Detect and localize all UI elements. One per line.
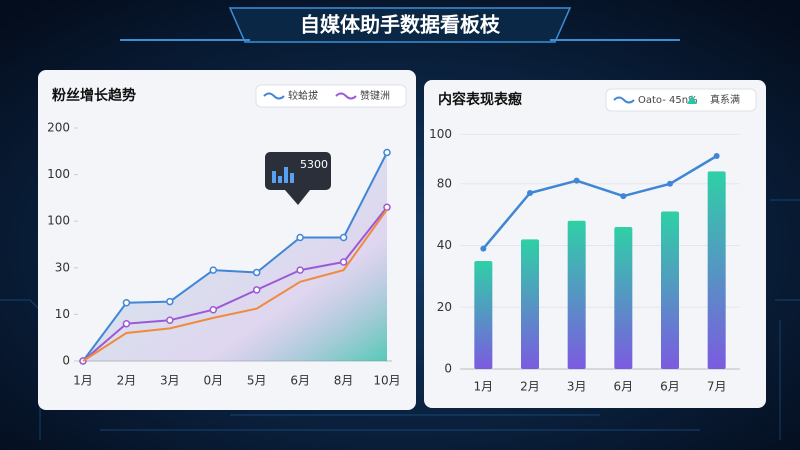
point (209, 266, 218, 274)
bar (567, 220, 586, 369)
tooltip-icon (284, 167, 288, 183)
y-tick-label: 10 (55, 307, 70, 321)
y-tick-label: 200 (47, 121, 70, 135)
point (166, 297, 174, 306)
point (166, 316, 174, 324)
x-tick-label: 3月 (567, 380, 587, 394)
line (82, 208, 388, 362)
x-tick-label: 5月 (247, 374, 267, 388)
y-tick-label: 100 (429, 127, 452, 141)
x-tick-label: 10月 (373, 374, 400, 388)
point (252, 286, 261, 294)
bar (474, 260, 493, 369)
legend-label: Oato- 45n% (638, 95, 698, 106)
chart-title: 内容表现表瘛 (438, 91, 522, 108)
y-tick-label: 100 (47, 167, 70, 181)
x-tick-label: 6月 (660, 380, 680, 394)
x-tick-label: 7月 (707, 380, 727, 394)
legend-label: 较蛤拔 (288, 89, 318, 102)
bar (614, 226, 633, 369)
tooltip-icon (290, 173, 294, 183)
y-tick-label: 0 (444, 362, 452, 376)
legend (605, 88, 757, 112)
point (339, 233, 348, 242)
chart-title: 粉丝增长趋势 (52, 87, 136, 104)
tooltip-text: 5300 (300, 158, 328, 171)
x-tick-label: 1月 (474, 380, 494, 394)
legend-swatch (263, 92, 285, 100)
legend-label: 真系满 (710, 93, 740, 106)
point (209, 305, 218, 314)
point (122, 299, 131, 307)
x-tick-label: 8月 (334, 374, 354, 388)
legend-swatch (335, 92, 357, 100)
bar (707, 171, 726, 369)
legend (255, 84, 407, 108)
area (83, 152, 387, 361)
x-tick-label: 2月 (520, 380, 540, 394)
y-tick-label: 20 (437, 300, 452, 314)
point (296, 233, 304, 242)
point (480, 245, 487, 252)
point (252, 268, 261, 277)
point (620, 193, 627, 200)
y-tick-label: 100 (47, 214, 70, 228)
bar (661, 211, 679, 369)
point (296, 266, 304, 274)
page-title: 自媒体助手数据看板枝 (300, 13, 501, 37)
line (82, 206, 388, 362)
point (383, 148, 391, 157)
point (713, 152, 720, 159)
point (122, 319, 131, 328)
point (339, 258, 348, 266)
tooltip-pointer (285, 190, 310, 205)
x-tick-label: 6月 (614, 380, 634, 394)
header-frame (228, 7, 572, 43)
x-tick-label: 0月 (203, 374, 223, 388)
y-tick-label: 0 (62, 354, 70, 368)
x-tick-label: 3月 (160, 374, 180, 388)
point (667, 180, 673, 187)
x-tick-label: 6月 (290, 374, 310, 388)
bar (521, 239, 539, 369)
legend-label: 赞键洲 (360, 89, 390, 102)
card (424, 80, 766, 408)
x-tick-label: 1月 (73, 374, 93, 388)
point (573, 177, 580, 184)
x-tick-label: 2月 (117, 374, 137, 388)
point (527, 190, 533, 197)
legend-swatch (687, 95, 697, 104)
line (482, 154, 718, 250)
tooltip-icon (272, 171, 276, 183)
y-tick-label: 80 (437, 176, 452, 190)
tooltip-icon (278, 176, 282, 183)
legend-swatch (613, 96, 635, 104)
y-tick-label: 30 (55, 260, 70, 274)
y-tick-label: 40 (437, 238, 452, 252)
line (82, 152, 388, 362)
point (383, 203, 391, 211)
